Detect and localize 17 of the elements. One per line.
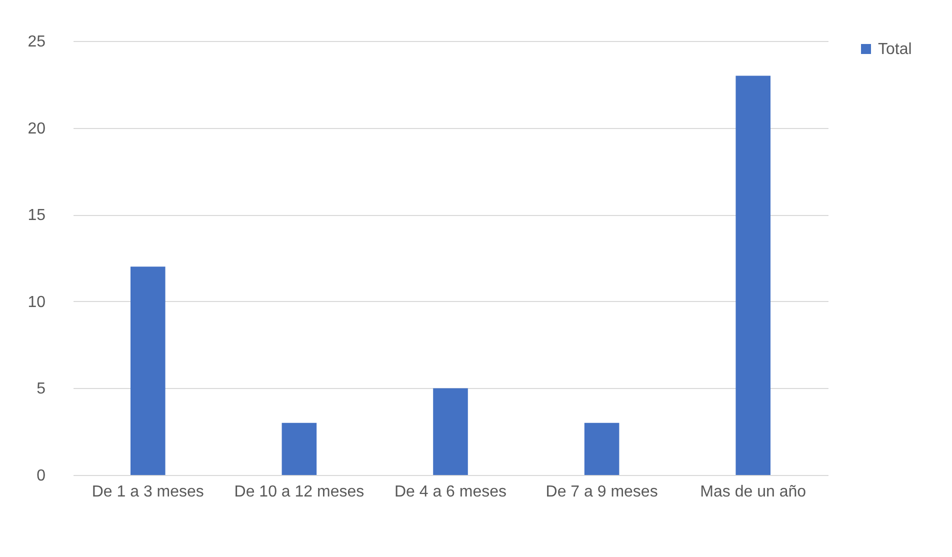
y-tick-label: 20: [28, 120, 46, 138]
x-tick-label: Mas de un año: [700, 484, 806, 500]
y-tick-label: 5: [36, 380, 46, 398]
y-tick-label: 25: [28, 34, 46, 50]
bar: [282, 422, 317, 475]
y-tick-label: 15: [28, 207, 46, 224]
x-tick-label: De 1 a 3 meses: [92, 484, 204, 500]
bar: [584, 422, 620, 475]
x-tick-label: De 7 a 9 meses: [546, 484, 658, 500]
y-tick-label: 0: [36, 468, 46, 484]
bar: [736, 76, 771, 475]
bar: [130, 266, 166, 475]
x-tick-label: De 10 a 12 meses: [234, 484, 364, 500]
y-tick-label: 10: [28, 294, 46, 311]
bar: [433, 388, 468, 475]
legend-label: Total: [878, 41, 912, 58]
x-tick-label: De 4 a 6 meses: [394, 484, 507, 500]
